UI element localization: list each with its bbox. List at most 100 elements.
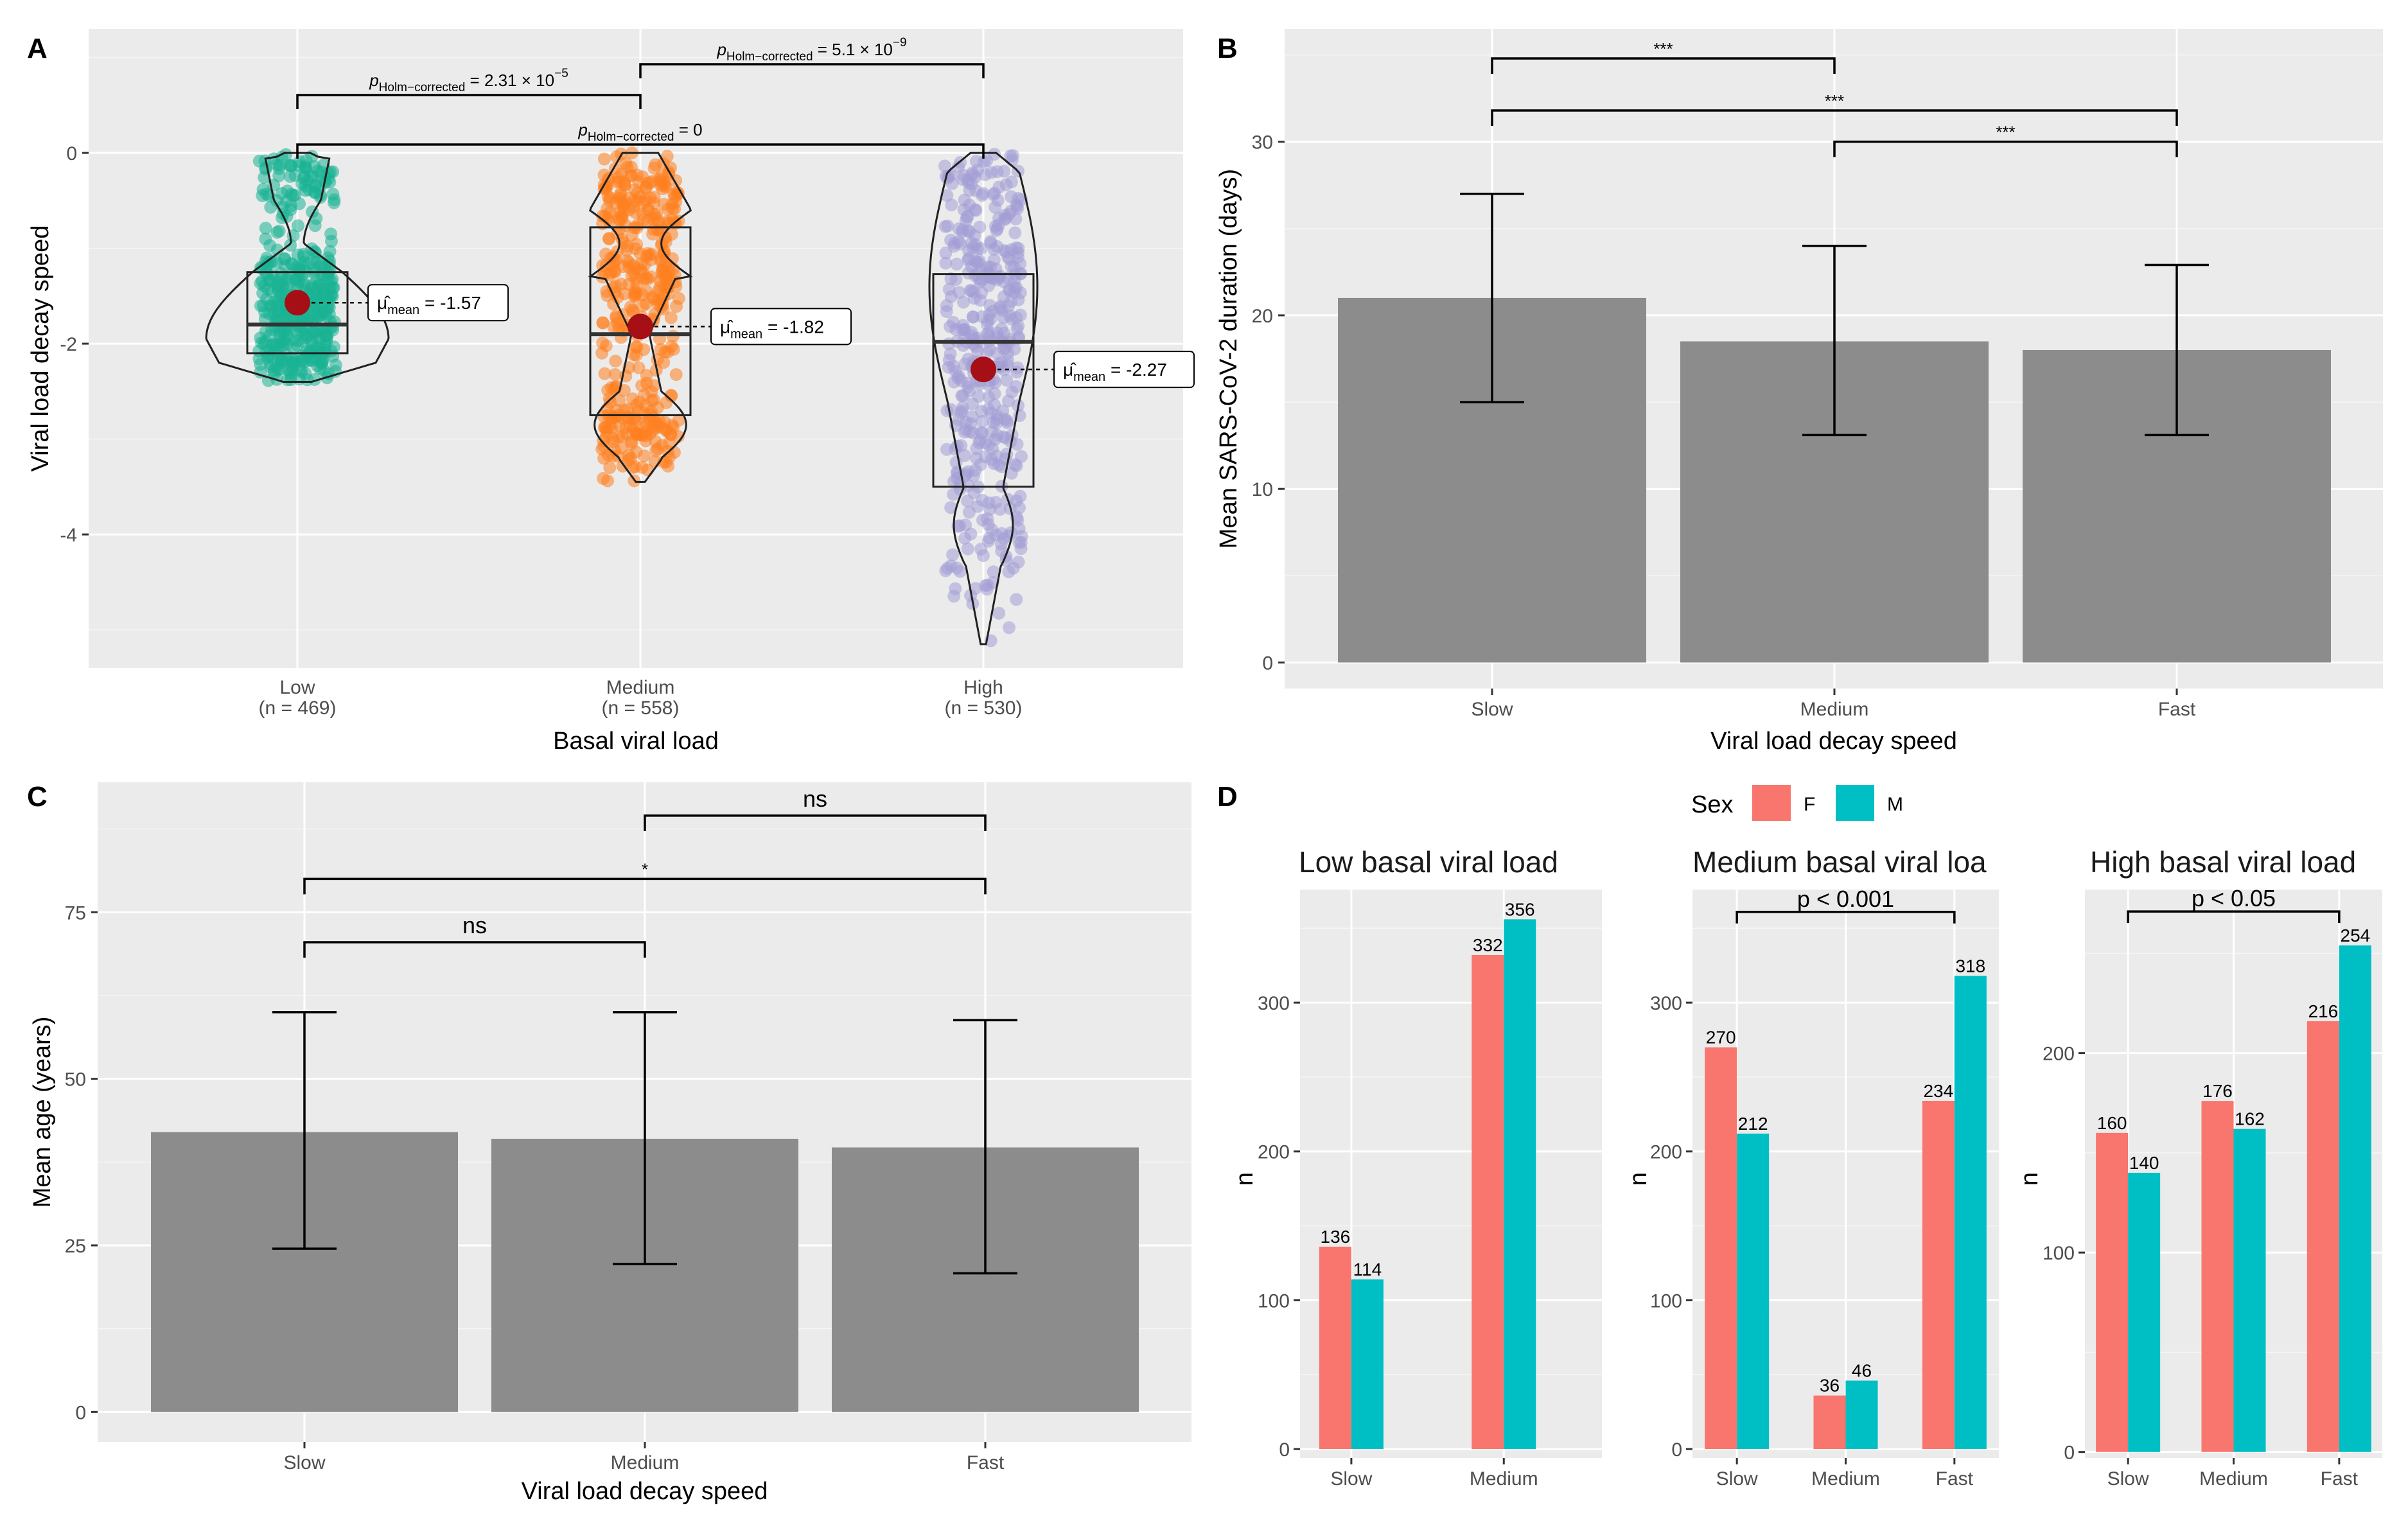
y-axis-title: n — [1231, 1172, 1258, 1186]
y-tick-label: 0 — [66, 143, 77, 164]
data-point — [608, 264, 621, 277]
data-point — [953, 565, 967, 578]
data-point — [989, 200, 1002, 214]
y-tick-label: 0 — [75, 1402, 86, 1423]
data-point — [259, 161, 272, 175]
box-medium — [589, 226, 692, 416]
data-point — [993, 301, 1006, 315]
p-value: = 5.1 × 10 — [813, 40, 893, 59]
data-point — [602, 232, 615, 245]
y-axis-title: n — [2016, 1172, 2043, 1186]
data-point — [270, 243, 284, 257]
data-point — [993, 269, 1006, 283]
p-value: = 0 — [674, 120, 703, 139]
data-point — [999, 342, 1012, 355]
data-point — [950, 258, 963, 271]
data-point — [983, 503, 996, 516]
data-point — [1011, 202, 1024, 215]
data-point — [620, 427, 634, 441]
bar-m — [2339, 945, 2371, 1452]
data-point — [980, 263, 994, 276]
data-point — [940, 305, 953, 318]
data-point — [976, 189, 989, 202]
mean-equals: = — [419, 293, 440, 313]
data-point — [1005, 154, 1019, 167]
data-point — [973, 220, 987, 234]
data-point — [1012, 522, 1026, 535]
data-point — [976, 310, 989, 324]
data-point — [995, 527, 1008, 540]
data-point — [955, 389, 969, 403]
data-point — [651, 294, 665, 306]
x-tick-label: Medium — [611, 1452, 680, 1473]
data-point — [259, 325, 272, 338]
value-label: 136 — [1321, 1227, 1351, 1247]
value-label: 114 — [1353, 1260, 1382, 1279]
data-point — [1010, 380, 1023, 393]
data-point — [294, 354, 308, 367]
data-point — [608, 443, 621, 457]
value-label: 162 — [2235, 1109, 2265, 1129]
comparison-bracket — [639, 63, 985, 78]
data-point — [671, 186, 684, 199]
data-point — [318, 290, 331, 303]
data-point — [947, 240, 961, 253]
data-point — [637, 343, 651, 356]
data-point — [981, 402, 995, 416]
y-tick-label: 0 — [2064, 1443, 2075, 1464]
data-point — [647, 213, 660, 226]
comparison-bracket — [1736, 911, 1956, 924]
value-label: 216 — [2308, 1001, 2339, 1021]
data-point — [276, 356, 289, 369]
x-tick-label: Medium — [1811, 1468, 1880, 1489]
p-symbol: p — [577, 120, 587, 139]
data-point — [291, 248, 304, 261]
box-low — [246, 271, 349, 355]
bar-f — [2096, 1132, 2129, 1452]
data-point — [974, 543, 988, 556]
x-tick-label: Slow — [1471, 699, 1513, 720]
data-point — [283, 159, 296, 172]
facet-title: Low basal viral load — [1299, 845, 1558, 879]
y-axis-title: Viral load decay speed — [27, 225, 54, 472]
data-point — [321, 268, 334, 282]
y-tick-label: 100 — [2043, 1243, 2075, 1264]
data-point — [268, 274, 282, 287]
data-point — [308, 179, 322, 193]
data-point — [997, 363, 1011, 376]
comparison-label: *** — [1653, 39, 1673, 58]
data-point — [665, 419, 679, 432]
data-point — [624, 169, 638, 182]
data-point — [944, 501, 958, 514]
y-tick-label: 100 — [1258, 1290, 1290, 1312]
jitter-points-medium — [595, 146, 685, 487]
y-tick-label: -4 — [60, 525, 77, 546]
data-point — [962, 505, 976, 519]
data-point — [984, 236, 997, 250]
data-point — [644, 270, 658, 283]
data-point — [997, 326, 1011, 340]
data-point — [992, 218, 1005, 232]
data-point — [999, 178, 1013, 191]
mean-label-box — [367, 284, 509, 322]
bar-m — [1954, 976, 1987, 1450]
data-point — [313, 362, 327, 376]
data-point — [597, 439, 610, 453]
facet-title: High basal viral load — [2090, 845, 2356, 879]
data-point — [990, 417, 1003, 430]
violin-high — [928, 152, 1039, 645]
data-point — [633, 247, 647, 260]
data-point — [292, 219, 304, 233]
data-point — [976, 493, 989, 507]
y-tick-label: 10 — [1252, 479, 1273, 500]
data-point — [940, 189, 954, 202]
y-tick-label: 100 — [1650, 1290, 1682, 1312]
jitter-points-low — [252, 148, 342, 387]
data-point — [273, 338, 286, 352]
value-label: 36 — [1820, 1376, 1840, 1396]
data-point — [1014, 536, 1028, 549]
mean-label-box — [1053, 351, 1195, 389]
